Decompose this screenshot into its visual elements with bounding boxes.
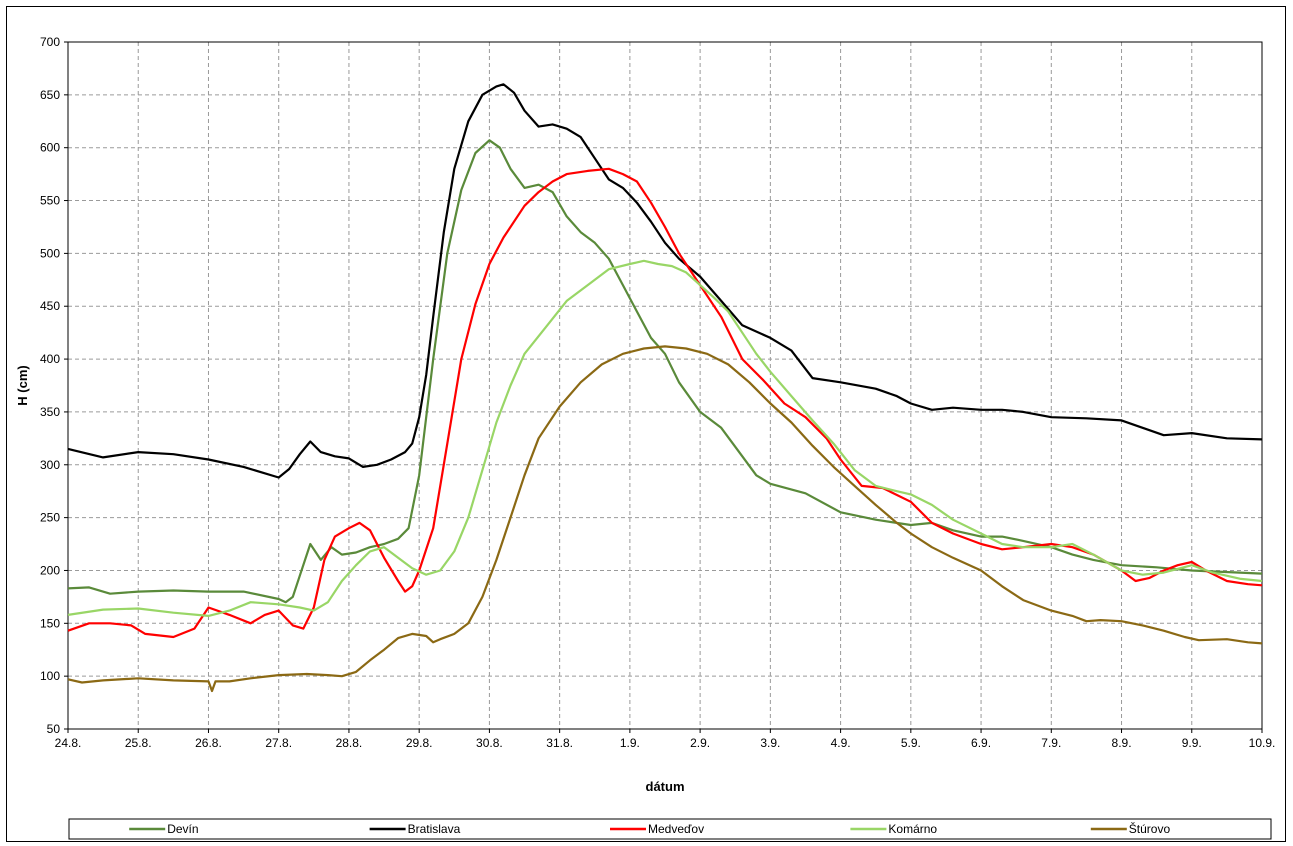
y-tick-label: 350 [40,405,60,419]
y-axis-title: H (cm) [15,365,30,405]
y-tick-label: 100 [40,669,60,683]
x-tick-label: 25.8. [125,736,152,750]
x-tick-label: 8.9. [1112,736,1132,750]
line-chart: 50 100 150 200 250 300 350 400 450 500 550 600 650 70… [15,35,1275,840]
y-tick-label: 650 [40,88,60,102]
y-tick-label: 500 [40,246,60,260]
x-tick-label: 6.9. [971,736,991,750]
x-tick-label: 5.9. [901,736,921,750]
x-tick-label: 9.9. [1182,736,1202,750]
x-tick-label: 26.8. [195,736,222,750]
y-tick-label: 150 [40,616,60,630]
y-tick-label: 400 [40,352,60,366]
y-tick-label: 300 [40,458,60,472]
plot-area-border [67,41,1263,730]
y-tick-label: 550 [40,194,60,208]
grid-lines [68,41,1262,729]
y-tick-label: 700 [40,35,60,49]
y-tick-label: 50 [47,722,61,736]
x-tick-label: 1.9. [620,736,640,750]
series-line-1 [67,83,1263,479]
x-tick-label: 30.8. [476,736,503,750]
series-line-0 [67,139,1263,604]
y-tick-label: 200 [40,563,60,577]
series-line-2 [67,167,1263,639]
x-axis-title: dátum [646,779,685,794]
x-tick-label: 7.9. [1041,736,1061,750]
series-line-3 [67,259,1263,617]
legend-label-1: Bratislava [408,822,461,836]
y-tick-label: 600 [40,141,60,155]
legend-label-2: Medveďov [648,822,704,836]
x-tick-label: 28.8. [336,736,363,750]
series-line-4 [67,345,1263,693]
y-tick-label: 250 [40,511,60,525]
x-tick-label: 10.9. [1249,736,1276,750]
x-tick-label: 31.8. [546,736,573,750]
x-tick-label: 3.9. [760,736,780,750]
legend-label-0: Devín [167,822,198,836]
legend-label-4: Štúrovo [1129,821,1171,836]
x-tick-label: 24.8. [55,736,82,750]
legend: Devín Bratislava Medveďov Komárno Štúrovo [68,818,1272,840]
legend-box [68,818,1272,840]
legend-label-3: Komárno [888,822,937,836]
y-tick-label: 450 [40,299,60,313]
x-tick-label: 2.9. [690,736,710,750]
series-lines [67,83,1263,693]
x-tick-label: 27.8. [265,736,292,750]
x-tick-label: 29.8. [406,736,433,750]
chart-frame: 50 100 150 200 250 300 350 400 450 500 550 600 650 70… [6,6,1286,842]
x-tick-label: 4.9. [831,736,851,750]
axes: 50 100 150 200 250 300 350 400 450 500 550 600 650 70… [40,35,1275,750]
